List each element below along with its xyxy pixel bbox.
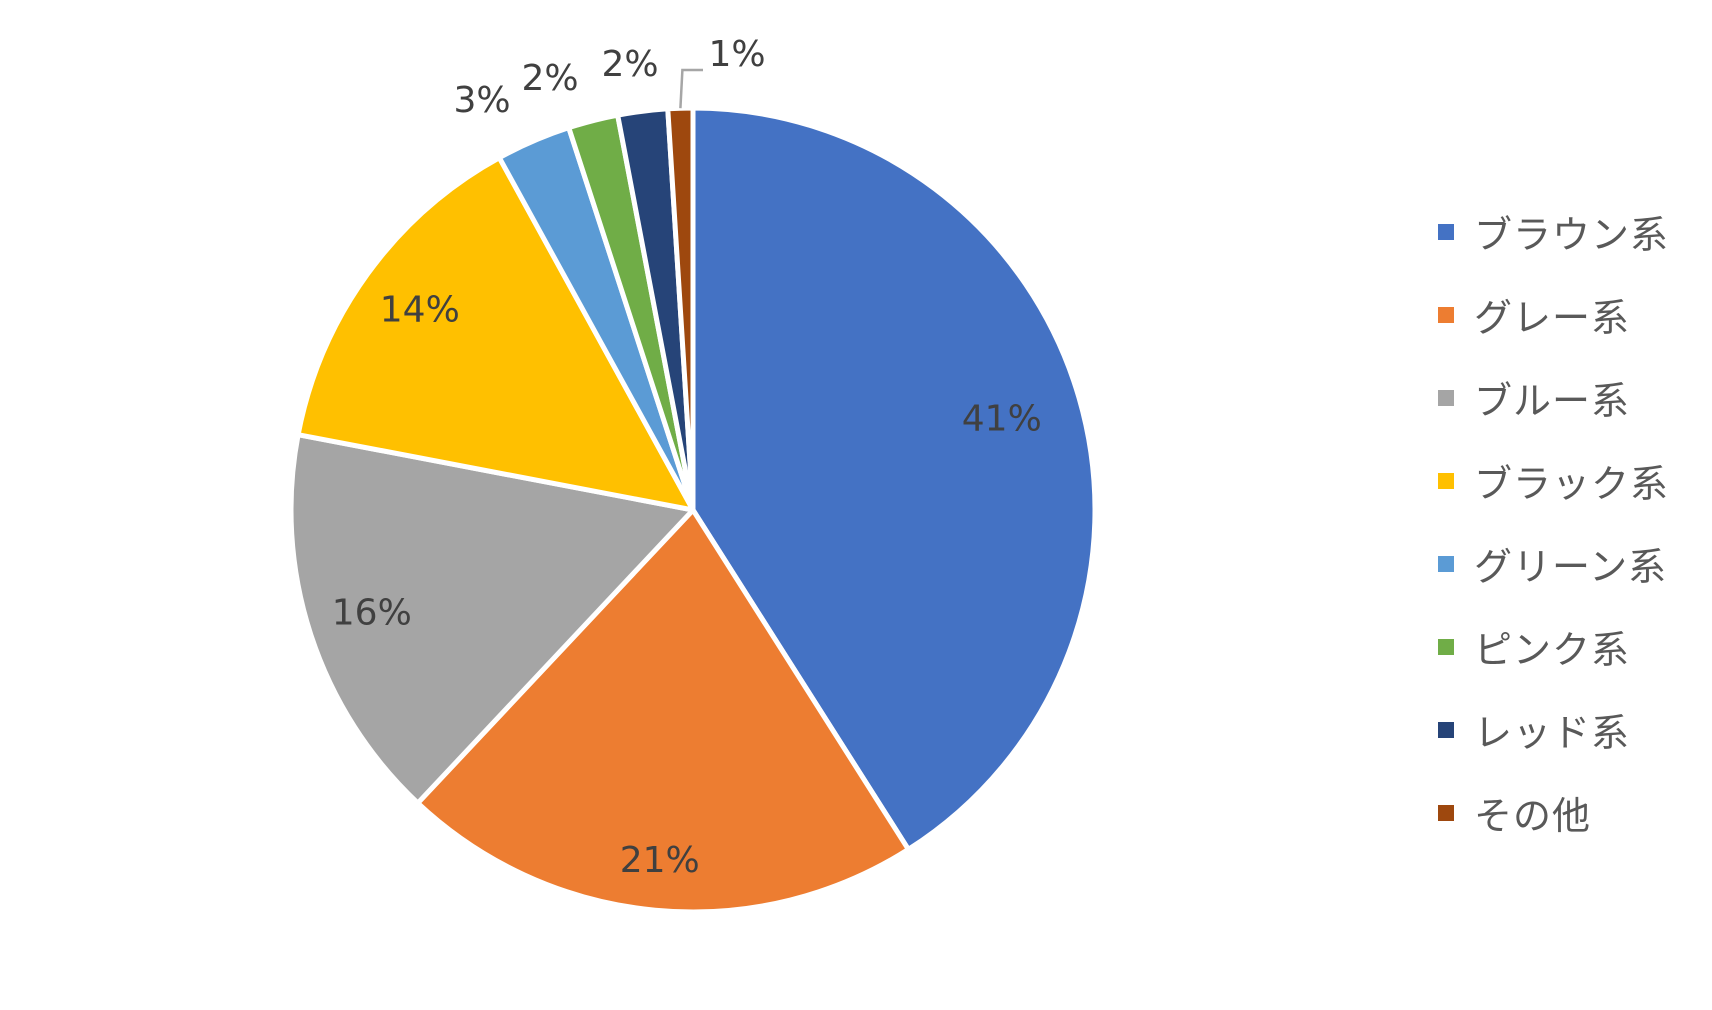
data-label-3: 16%	[332, 592, 412, 633]
legend-label: ブラウン系	[1474, 213, 1670, 257]
legend-label: その他	[1474, 794, 1592, 838]
legend-label: ブルー系	[1474, 379, 1631, 423]
data-label-6: 2%	[521, 58, 578, 99]
legend-label: グレー系	[1474, 296, 1631, 340]
data-label-5: 3%	[453, 80, 510, 121]
legend-swatch	[1438, 223, 1454, 240]
legend-swatch	[1438, 472, 1454, 489]
legend-item-4: ブラック系	[1438, 439, 1712, 522]
data-label-1: 41%	[962, 398, 1042, 439]
legend-swatch	[1438, 555, 1454, 572]
data-labels: 41% 21% 16% 14% 3% 2% 2% 1%	[332, 34, 1042, 881]
data-label-2: 21%	[620, 840, 700, 881]
legend-item-8: その他	[1438, 771, 1712, 854]
pie-slices	[288, 105, 1098, 915]
legend-label: ピンク系	[1474, 628, 1631, 672]
pie-slice-4	[295, 155, 696, 513]
leader-lines	[679, 68, 703, 109]
legend-item-5: グリーン系	[1438, 522, 1712, 605]
legend-item-6: ピンク系	[1438, 605, 1712, 688]
legend-swatch	[1438, 306, 1454, 323]
pie-slice-2	[415, 507, 911, 915]
legend-swatch	[1438, 389, 1454, 406]
legend-item-2: グレー系	[1438, 273, 1712, 356]
data-label-7: 2%	[601, 44, 658, 85]
pie-slice-3	[288, 432, 696, 806]
legend-item-3: ブルー系	[1438, 356, 1712, 439]
data-label-4: 14%	[380, 290, 460, 331]
legend-label: レッド系	[1474, 711, 1631, 755]
legend-swatch	[1438, 804, 1454, 821]
legend-item-1: ブラウン系	[1438, 190, 1712, 273]
legend-label: ブラック系	[1474, 462, 1670, 506]
legend-label: グリーン系	[1474, 545, 1668, 589]
legend: ブラウン系グレー系ブルー系ブラック系グリーン系ピンク系レッド系その他	[1438, 190, 1712, 854]
leader-line-8	[679, 68, 703, 109]
legend-swatch	[1438, 638, 1454, 655]
legend-swatch	[1438, 721, 1454, 738]
legend-item-7: レッド系	[1438, 688, 1712, 771]
data-label-8: 1%	[708, 34, 765, 75]
pie-chart: 41% 21% 16% 14% 3% 2% 2% 1%	[288, 34, 1098, 915]
